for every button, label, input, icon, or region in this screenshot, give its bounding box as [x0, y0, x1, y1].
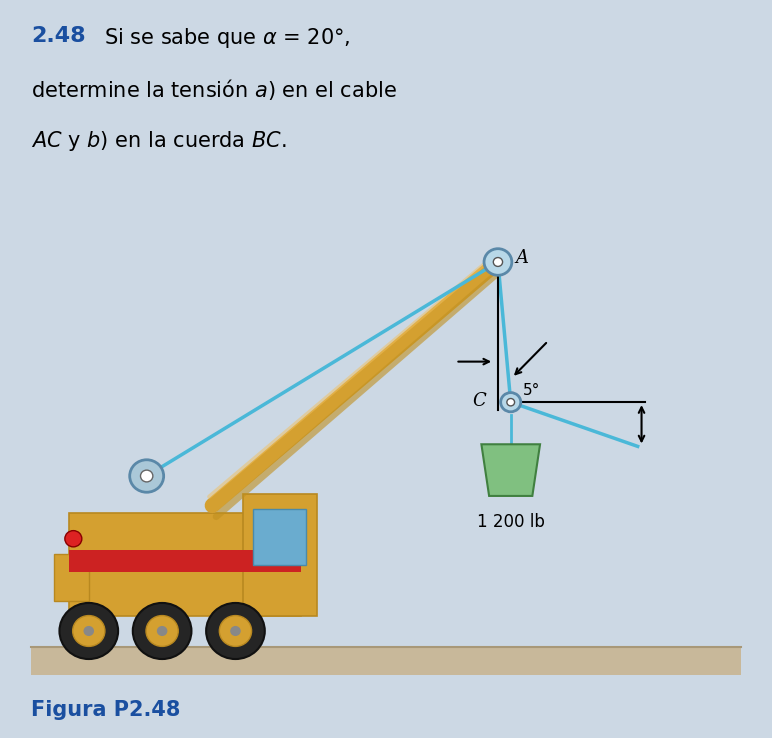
Circle shape	[133, 603, 191, 659]
Text: $AC$ y $b$) en la cuerda $BC$.: $AC$ y $b$) en la cuerda $BC$.	[31, 129, 286, 154]
Circle shape	[130, 460, 164, 492]
Circle shape	[157, 626, 168, 636]
Bar	[253, 509, 306, 565]
Circle shape	[59, 603, 118, 659]
Text: 1 200 lb: 1 200 lb	[477, 513, 545, 531]
Circle shape	[219, 615, 252, 646]
Text: 5°: 5°	[523, 383, 540, 398]
Bar	[69, 513, 301, 616]
Circle shape	[230, 626, 241, 636]
Bar	[31, 647, 741, 675]
Circle shape	[73, 615, 105, 646]
Text: 2.48: 2.48	[31, 26, 86, 46]
Text: Si se sabe que $\alpha$ = 20°,: Si se sabe que $\alpha$ = 20°,	[104, 26, 350, 50]
Bar	[54, 554, 89, 601]
Circle shape	[146, 615, 178, 646]
Circle shape	[501, 393, 521, 412]
Text: C: C	[472, 392, 486, 410]
Text: A: A	[515, 249, 528, 267]
Circle shape	[507, 399, 515, 406]
Text: determine la tensión $a$) en el cable: determine la tensión $a$) en el cable	[31, 77, 397, 103]
Bar	[69, 550, 301, 572]
Text: Figura P2.48: Figura P2.48	[31, 700, 180, 720]
Circle shape	[484, 249, 512, 275]
Circle shape	[65, 531, 82, 547]
Circle shape	[141, 470, 153, 482]
Circle shape	[206, 603, 265, 659]
Polygon shape	[482, 444, 540, 496]
Circle shape	[83, 626, 94, 636]
Bar	[243, 494, 317, 616]
Circle shape	[493, 258, 503, 266]
